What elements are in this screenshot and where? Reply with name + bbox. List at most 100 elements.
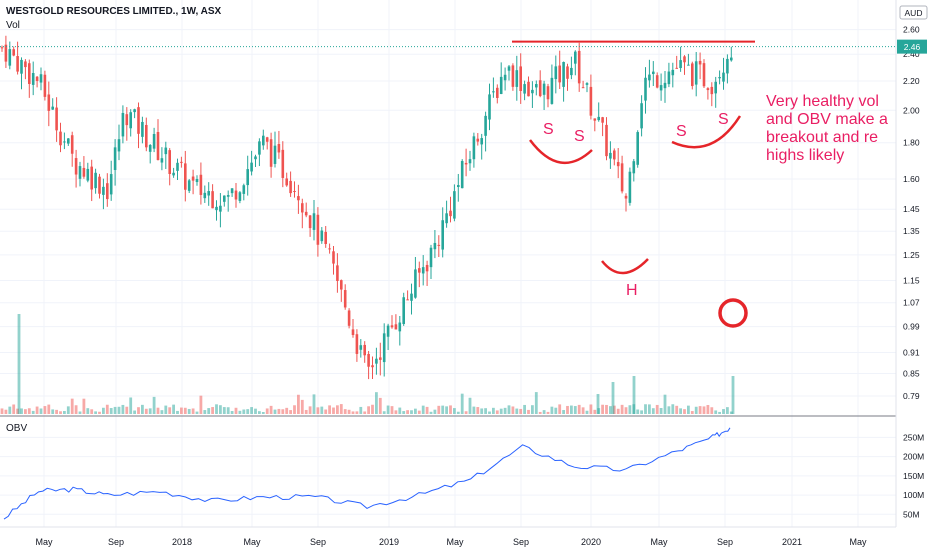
candle-body <box>484 115 487 136</box>
volume-bar <box>109 408 113 414</box>
volume-bar <box>667 406 671 414</box>
candle-body <box>414 269 417 298</box>
candle-body <box>386 325 390 337</box>
candle-body <box>4 44 8 62</box>
candle-body <box>277 144 281 153</box>
candle-body <box>340 280 343 290</box>
candle-body <box>675 67 678 69</box>
candle-body <box>476 138 480 142</box>
candle-body <box>39 74 43 83</box>
candle-body <box>644 77 647 101</box>
candle-body <box>90 166 93 190</box>
candle-body <box>215 206 218 211</box>
candle-body <box>51 106 54 110</box>
volume-bar <box>659 408 663 414</box>
time-tick-label: 2021 <box>782 537 802 547</box>
candle-body <box>117 139 121 152</box>
right-shoulder-arc[interactable] <box>671 115 742 149</box>
volume-bar <box>495 410 499 414</box>
candle-body <box>464 162 468 165</box>
volume-bar <box>663 394 667 414</box>
volume-bar <box>39 408 43 414</box>
candle-body <box>195 178 199 183</box>
volume-bar <box>269 405 273 414</box>
breakout-volume-circle[interactable] <box>718 298 748 328</box>
candle-body <box>67 138 70 144</box>
time-tick-label: May <box>446 537 464 547</box>
time-axis[interactable]: May Sep 2018 May Sep 2019 May Sep 2020 May Sep 2021… <box>35 537 867 547</box>
volume-bar <box>679 408 682 414</box>
candle-body <box>593 118 597 121</box>
volume-bar <box>421 405 425 414</box>
note-line-4: highs likely <box>766 147 844 164</box>
volume-bar <box>90 409 94 414</box>
candle-body <box>472 136 476 160</box>
candle-body <box>648 74 651 81</box>
price-tick-label: 0.91 <box>903 348 920 358</box>
currency-badge[interactable] <box>899 5 928 20</box>
volume-bar <box>66 406 70 414</box>
volume-bar <box>0 408 4 414</box>
volume-bar <box>63 410 66 414</box>
candle-body <box>297 196 300 201</box>
volume-bar <box>484 408 487 414</box>
candle-body <box>24 61 27 68</box>
head-arc[interactable] <box>601 258 649 275</box>
volume-bar <box>507 405 511 414</box>
volume-bar <box>464 411 468 414</box>
volume-bar <box>55 409 58 414</box>
time-tick-label: 2018 <box>172 537 192 547</box>
obv-tick-label: 50M <box>903 509 920 519</box>
volume-bar <box>156 407 160 414</box>
volume-bar <box>258 411 261 414</box>
volume-bar <box>215 404 218 414</box>
left-shoulder-arc[interactable] <box>529 139 593 165</box>
candle-body <box>730 57 733 61</box>
candle-body <box>359 345 363 350</box>
volume-bar <box>176 410 179 414</box>
head-label-h: H <box>626 282 638 299</box>
candle-body <box>223 195 226 202</box>
volume-bar <box>394 410 398 414</box>
candle-body <box>133 109 136 113</box>
candle-body <box>667 71 671 85</box>
time-tick-label: 2020 <box>581 537 601 547</box>
volume-bar <box>414 408 417 414</box>
candle-body <box>706 88 710 91</box>
candle-body <box>113 147 117 171</box>
candle-body <box>351 329 355 336</box>
obv-axis[interactable]: 250M 200M 150M 100M 50M <box>903 432 924 519</box>
candle-body <box>550 77 554 104</box>
candle-body <box>121 112 125 137</box>
time-tick-label: May <box>243 537 261 547</box>
candle-body <box>250 162 253 172</box>
annotation-note[interactable]: Very healthy vol and OBV make a breakout… <box>766 93 888 164</box>
volume-bar <box>273 409 277 414</box>
candle-body <box>698 60 702 65</box>
price-tick-label: 2.00 <box>903 105 920 115</box>
volume-bar <box>675 405 679 414</box>
candle-body <box>148 144 152 152</box>
time-tick-label: Sep <box>513 537 529 547</box>
time-tick-label: Sep <box>717 537 733 547</box>
volume-bar <box>417 410 421 414</box>
volume-bar <box>538 411 542 414</box>
volume-bar <box>328 405 331 414</box>
volume-bar <box>710 407 714 414</box>
volume-bar <box>308 406 312 414</box>
volume-bar <box>82 398 86 414</box>
volume-bar <box>160 410 164 414</box>
price-tick-label: 1.80 <box>903 138 920 148</box>
volume-bar <box>125 406 129 414</box>
candle-body <box>546 86 550 100</box>
volume-bar <box>261 411 265 414</box>
shoulder-label-s1: S <box>543 121 554 138</box>
annotations[interactable]: S S H S S Very healthy vol and OBV make … <box>512 40 888 328</box>
price-tick-label: 2.20 <box>903 76 920 86</box>
candle-body <box>671 69 675 76</box>
price-axis[interactable]: 2.60 2.40 2.20 2.00 1.80 1.60 1.45 1.35 1.25 1.15… <box>903 25 920 401</box>
volume-bar <box>628 405 632 414</box>
volume-bar <box>355 411 359 414</box>
candle-body <box>246 169 249 186</box>
volume-bar <box>35 406 39 414</box>
